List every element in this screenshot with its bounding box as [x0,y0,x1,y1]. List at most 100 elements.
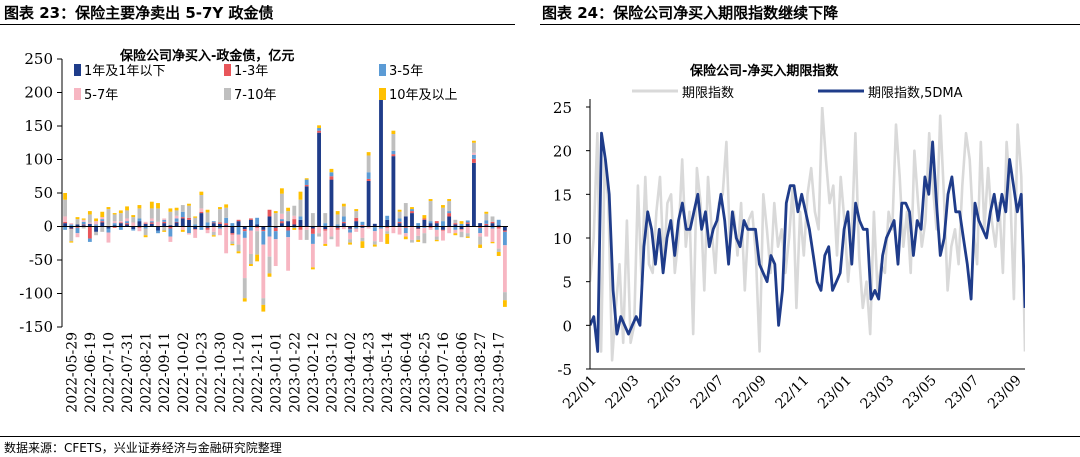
bar-segment [106,232,111,243]
bar-segment [156,208,160,222]
x-tick-label: 22/07 [687,373,727,413]
bar-segment [242,298,247,302]
bar-segment [143,235,148,238]
bar-segment [218,207,222,210]
bar-segment [230,233,235,235]
bar-segment [94,224,98,226]
bar-segment [434,226,439,230]
bar-segment [323,243,328,246]
bar-segment [441,207,445,222]
bar-segment [341,226,346,230]
bar-segment [205,226,210,228]
bar-segment [218,228,222,236]
bar-segment [335,224,340,227]
bar-segment [490,226,495,229]
legend-swatch [224,88,231,100]
bar-segment [465,222,470,224]
bar-segment [112,225,117,227]
y-tick-label: 150 [24,117,53,135]
bar-segment [385,231,390,234]
x-tick-label: 2022-12-11 [250,332,266,413]
bar-segment [199,213,204,227]
bar-segment [335,227,340,230]
bar-segment [267,216,272,227]
bar-segment [422,219,427,227]
bar-segment [478,236,483,245]
bar-segment [162,221,167,224]
bar-segment [137,227,142,232]
bar-segment [385,233,390,244]
left-panel-title: 图表 23：保险主要净卖出 5-7Y 政金债 [4,4,274,22]
bar-segment [453,224,458,227]
bar-segment [125,221,129,224]
bar-segment [310,243,315,268]
bar-segment [149,218,154,222]
bar-segment [249,219,253,227]
bar-segment [372,244,377,247]
bar-segment [317,226,321,234]
bar-segment [112,214,117,222]
bar-segment [428,223,433,227]
bar-segment [180,217,185,219]
x-tick-label: 22/09 [730,373,770,413]
bar-segment [310,213,315,227]
left-title-rule [0,24,515,25]
bar-segment [310,228,315,234]
bar-segment [118,222,123,224]
bar-segment [484,225,489,227]
bar-segment [434,239,439,242]
bar-segment [162,226,167,231]
x-tick-label: 2023-01-22 [287,332,303,413]
bar-segment [224,217,229,224]
bar-segment [63,216,68,222]
bar-segment [391,156,396,227]
bar-segment [131,215,136,218]
bar-segment [255,226,260,228]
bar-segment [106,226,111,229]
bar-segment [69,241,74,243]
bar-segment [94,226,98,232]
bar-segment [224,226,229,254]
bar-segment [472,142,476,153]
bar-segment [292,215,297,220]
bar-segment [410,213,414,227]
bar-segment [478,223,483,227]
bar-segment [63,226,68,230]
series-line-5dma [590,131,1025,353]
bar-segment [112,213,117,215]
bar-segment [261,231,266,245]
bar-segment [496,226,501,229]
bar-segment [69,229,74,242]
bar-segment [249,226,253,231]
bar-segment [354,209,359,212]
bar-segment [81,218,86,220]
bar-segment [472,158,476,163]
bar-segment [490,223,495,227]
bar-segment [187,233,191,235]
y-tick-label: -150 [19,318,53,336]
bar-segment [118,223,123,227]
bar-segment [453,233,458,236]
x-tick-label: 23/07 [942,373,982,413]
bar-segment [236,219,241,222]
bar-segment [385,215,390,220]
legend-label: 7-10年 [234,88,277,103]
bar-segment [354,226,359,229]
bar-segment [459,231,464,238]
bar-segment [267,226,272,237]
legend-label: 1年及1年以下 [84,64,166,79]
bar-segment [403,226,408,228]
bar-segment [490,228,495,242]
bar-segment [230,223,235,227]
bar-segment [149,223,154,227]
bar-segment [156,230,160,234]
y-tick-label: 200 [24,84,53,102]
bar-segment [502,226,507,231]
bar-segment [100,217,105,220]
bar-segment [348,226,352,229]
bar-segment [205,222,210,227]
bar-segment [484,220,489,224]
bar-segment [317,125,321,129]
bar-segment [236,251,241,254]
bar-segment [69,226,74,229]
